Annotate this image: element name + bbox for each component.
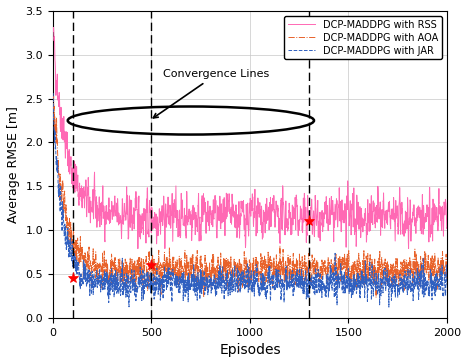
DCP-MADDPG with RSS [135, 246, 141, 251]
DCP-MADDPG with AOA [433, 266, 439, 271]
DCP-MADDPG with RSS [51, 28, 56, 32]
DCP-MADDPG with JAR [242, 285, 248, 289]
X-axis label: Episodes: Episodes [219, 343, 281, 357]
Legend: DCP-MADDPG with RSS, DCP-MADDPG with AOA, DCP-MADDPG with JAR: DCP-MADDPG with RSS, DCP-MADDPG with AOA… [284, 16, 442, 59]
DCP-MADDPG with RSS [71, 182, 76, 186]
DCP-MADDPG with JAR [444, 283, 450, 287]
DCP-MADDPG with JAR [51, 91, 56, 95]
DCP-MADDPG with RSS [232, 214, 237, 218]
DCP-MADDPG with AOA [444, 277, 450, 281]
DCP-MADDPG with JAR [386, 305, 392, 309]
DCP-MADDPG with RSS [242, 234, 248, 238]
Line: DCP-MADDPG with AOA: DCP-MADDPG with AOA [53, 96, 447, 298]
DCP-MADDPG with AOA [373, 296, 379, 300]
Line: DCP-MADDPG with RSS: DCP-MADDPG with RSS [53, 28, 447, 249]
DCP-MADDPG with JAR [360, 274, 366, 278]
DCP-MADDPG with RSS [433, 211, 439, 215]
DCP-MADDPG with AOA [361, 276, 366, 281]
DCP-MADDPG with AOA [71, 222, 76, 226]
DCP-MADDPG with AOA [51, 108, 56, 112]
DCP-MADDPG with AOA [232, 260, 237, 264]
Text: Convergence Lines: Convergence Lines [154, 69, 270, 118]
DCP-MADDPG with JAR [231, 281, 237, 285]
DCP-MADDPG with JAR [433, 289, 439, 294]
DCP-MADDPG with AOA [242, 274, 248, 278]
Y-axis label: Average RMSE [m]: Average RMSE [m] [7, 106, 20, 223]
DCP-MADDPG with AOA [433, 266, 439, 270]
DCP-MADDPG with JAR [433, 271, 439, 276]
Line: DCP-MADDPG with JAR: DCP-MADDPG with JAR [53, 93, 447, 307]
DCP-MADDPG with RSS [361, 218, 366, 222]
DCP-MADDPG with RSS [51, 25, 56, 30]
DCP-MADDPG with AOA [51, 94, 56, 98]
DCP-MADDPG with JAR [71, 254, 76, 258]
DCP-MADDPG with RSS [444, 225, 450, 230]
DCP-MADDPG with RSS [433, 218, 439, 222]
